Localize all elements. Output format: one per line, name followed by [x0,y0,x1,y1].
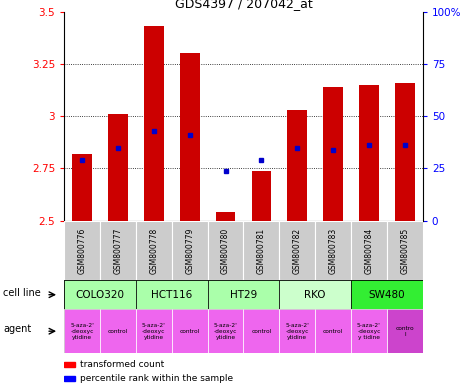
Bar [208,221,244,280]
Text: HT29: HT29 [230,290,257,300]
Bar [279,309,315,353]
Bar [108,114,128,221]
Bar [180,53,200,221]
Bar [208,280,279,309]
Bar [64,309,100,353]
Text: GSM800784: GSM800784 [364,227,373,274]
Bar [72,154,92,221]
Text: control: control [323,329,343,334]
Text: COLO320: COLO320 [76,290,124,300]
Bar [64,221,100,280]
Bar [136,221,172,280]
Text: GSM800785: GSM800785 [400,227,409,274]
Bar [100,221,136,280]
Text: RKO: RKO [304,290,326,300]
Text: HCT116: HCT116 [151,290,192,300]
Bar [244,309,279,353]
Text: GSM800779: GSM800779 [185,227,194,274]
Text: 5-aza-2'
-deoxyc
ytidine: 5-aza-2' -deoxyc ytidine [70,323,94,339]
Text: 5-aza-2'
-deoxyc
ytidine: 5-aza-2' -deoxyc ytidine [142,323,166,339]
Text: 5-aza-2'
-deoxyc
ytidine: 5-aza-2' -deoxyc ytidine [285,323,309,339]
Bar [251,170,271,221]
Text: SW480: SW480 [369,290,405,300]
Bar [64,280,136,309]
Text: GSM800776: GSM800776 [77,227,86,274]
Bar [144,26,164,221]
Bar [172,221,208,280]
Bar [172,309,208,353]
Bar [136,280,208,309]
Text: GSM800783: GSM800783 [329,227,338,274]
Bar [136,309,172,353]
Text: contro
l: contro l [396,326,414,337]
Text: cell line: cell line [3,288,41,298]
Bar [387,221,423,280]
Title: GDS4397 / 207042_at: GDS4397 / 207042_at [175,0,313,10]
Bar [351,280,423,309]
Bar [64,362,75,367]
Text: GSM800781: GSM800781 [257,227,266,274]
Bar [359,85,379,221]
Bar [323,87,343,221]
Bar [287,110,307,221]
Bar [315,309,351,353]
Bar [279,280,351,309]
Text: 5-aza-2'
-deoxyc
y tidine: 5-aza-2' -deoxyc y tidine [357,323,381,339]
Bar [395,83,415,221]
Text: control: control [251,329,272,334]
Bar [351,221,387,280]
Text: percentile rank within the sample: percentile rank within the sample [80,374,233,383]
Text: GSM800778: GSM800778 [149,227,158,274]
Text: GSM800777: GSM800777 [114,227,123,274]
Text: control: control [108,329,128,334]
Bar [208,309,244,353]
Bar [64,376,75,381]
Bar [279,221,315,280]
Bar [315,221,351,280]
Text: agent: agent [3,324,31,334]
Bar [100,309,136,353]
Bar [244,221,279,280]
Text: GSM800782: GSM800782 [293,227,302,274]
Text: GSM800780: GSM800780 [221,227,230,274]
Bar [387,309,423,353]
Text: transformed count: transformed count [80,360,164,369]
Bar [216,212,236,221]
Text: 5-aza-2'
-deoxyc
ytidine: 5-aza-2' -deoxyc ytidine [214,323,238,339]
Text: control: control [180,329,200,334]
Bar [351,309,387,353]
